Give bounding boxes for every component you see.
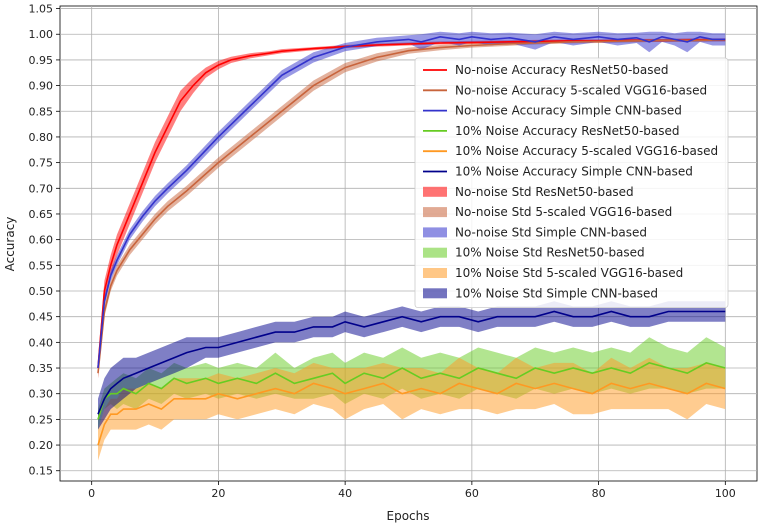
y-tick-label: 0.50	[29, 285, 54, 298]
legend-label: No-noise Accuracy Simple CNN-based	[455, 104, 682, 118]
legend-label: No-noise Accuracy 5-scaled VGG16-based	[455, 83, 707, 97]
nn_vgg-line	[97, 39, 726, 374]
x-tick-label: 0	[88, 487, 95, 500]
y-tick-label: 0.95	[29, 54, 54, 67]
y-tick-label: 0.55	[29, 259, 54, 272]
legend-label: 10% Noise Std ResNet50-based	[455, 246, 645, 260]
x-tick-label: 60	[465, 487, 479, 500]
y-tick-label: 0.80	[29, 131, 54, 144]
y-tick-label: 0.45	[29, 311, 54, 324]
noise_cnn-line	[97, 310, 726, 415]
legend-band-swatch	[423, 186, 447, 197]
legend-label: 10% Noise Std 5-scaled VGG16-based	[455, 266, 683, 280]
y-axis-label: Accuracy	[3, 217, 17, 272]
legend-band-swatch	[423, 268, 447, 278]
x-tick-label: 100	[715, 487, 736, 500]
legend-label: No-noise Std 5-scaled VGG16-based	[455, 205, 672, 219]
y-tick-label: 0.90	[29, 80, 54, 93]
y-tick-label: 0.30	[29, 388, 54, 401]
legend-label: No-noise Std Simple CNN-based	[455, 225, 647, 239]
x-axis-ticks: 0 20 40 60 80 100	[88, 481, 736, 500]
x-tick-label: 80	[592, 487, 606, 500]
x-axis-label: Epochs	[387, 509, 430, 523]
y-tick-label: 0.85	[29, 105, 54, 118]
y-tick-label: 1.00	[29, 28, 54, 41]
legend: No-noise Accuracy ResNet50-based No-noise…	[414, 57, 729, 309]
nn_cnn-line	[97, 35, 726, 369]
legend-band-swatch	[423, 227, 447, 238]
noise_vgg-line	[97, 382, 726, 446]
y-tick-label: 0.35	[29, 362, 54, 375]
legend-label: 10% Noise Accuracy Simple CNN-based	[455, 165, 693, 179]
legend-band-swatch	[423, 288, 447, 299]
legend-label: No-noise Accuracy ResNet50-based	[455, 63, 669, 77]
y-tick-label: 0.75	[29, 157, 54, 170]
x-tick-label: 20	[211, 487, 225, 500]
accuracy-lines	[97, 35, 726, 446]
noise_cnn-std-band	[98, 301, 726, 430]
y-tick-label: 1.05	[29, 3, 54, 16]
y-tick-label: 0.60	[29, 234, 54, 247]
y-axis-ticks: 0.15 0.20 0.25 0.30 0.35 0.40 0.45 0.50 0.55 0.60…	[29, 3, 60, 478]
legend-box	[414, 57, 729, 309]
y-tick-label: 0.65	[29, 208, 54, 221]
legend-label: 10% Noise Accuracy 5-scaled VGG16-based	[455, 144, 718, 158]
nn_resnet-line	[97, 39, 726, 369]
legend-label: 10% Noise Accuracy ResNet50-based	[455, 124, 680, 138]
legend-band-swatch	[423, 207, 447, 218]
y-tick-label: 0.25	[29, 413, 54, 426]
legend-band-swatch	[423, 247, 447, 258]
noise_resnet-line	[97, 362, 726, 420]
legend-label: No-noise Std ResNet50-based	[455, 185, 634, 199]
y-tick-label: 0.40	[29, 336, 54, 349]
y-tick-label: 0.20	[29, 439, 54, 452]
y-tick-label: 0.70	[29, 182, 54, 195]
x-tick-label: 40	[338, 487, 352, 500]
y-tick-label: 0.15	[29, 465, 54, 478]
legend-label: 10% Noise Std Simple CNN-based	[455, 286, 658, 300]
